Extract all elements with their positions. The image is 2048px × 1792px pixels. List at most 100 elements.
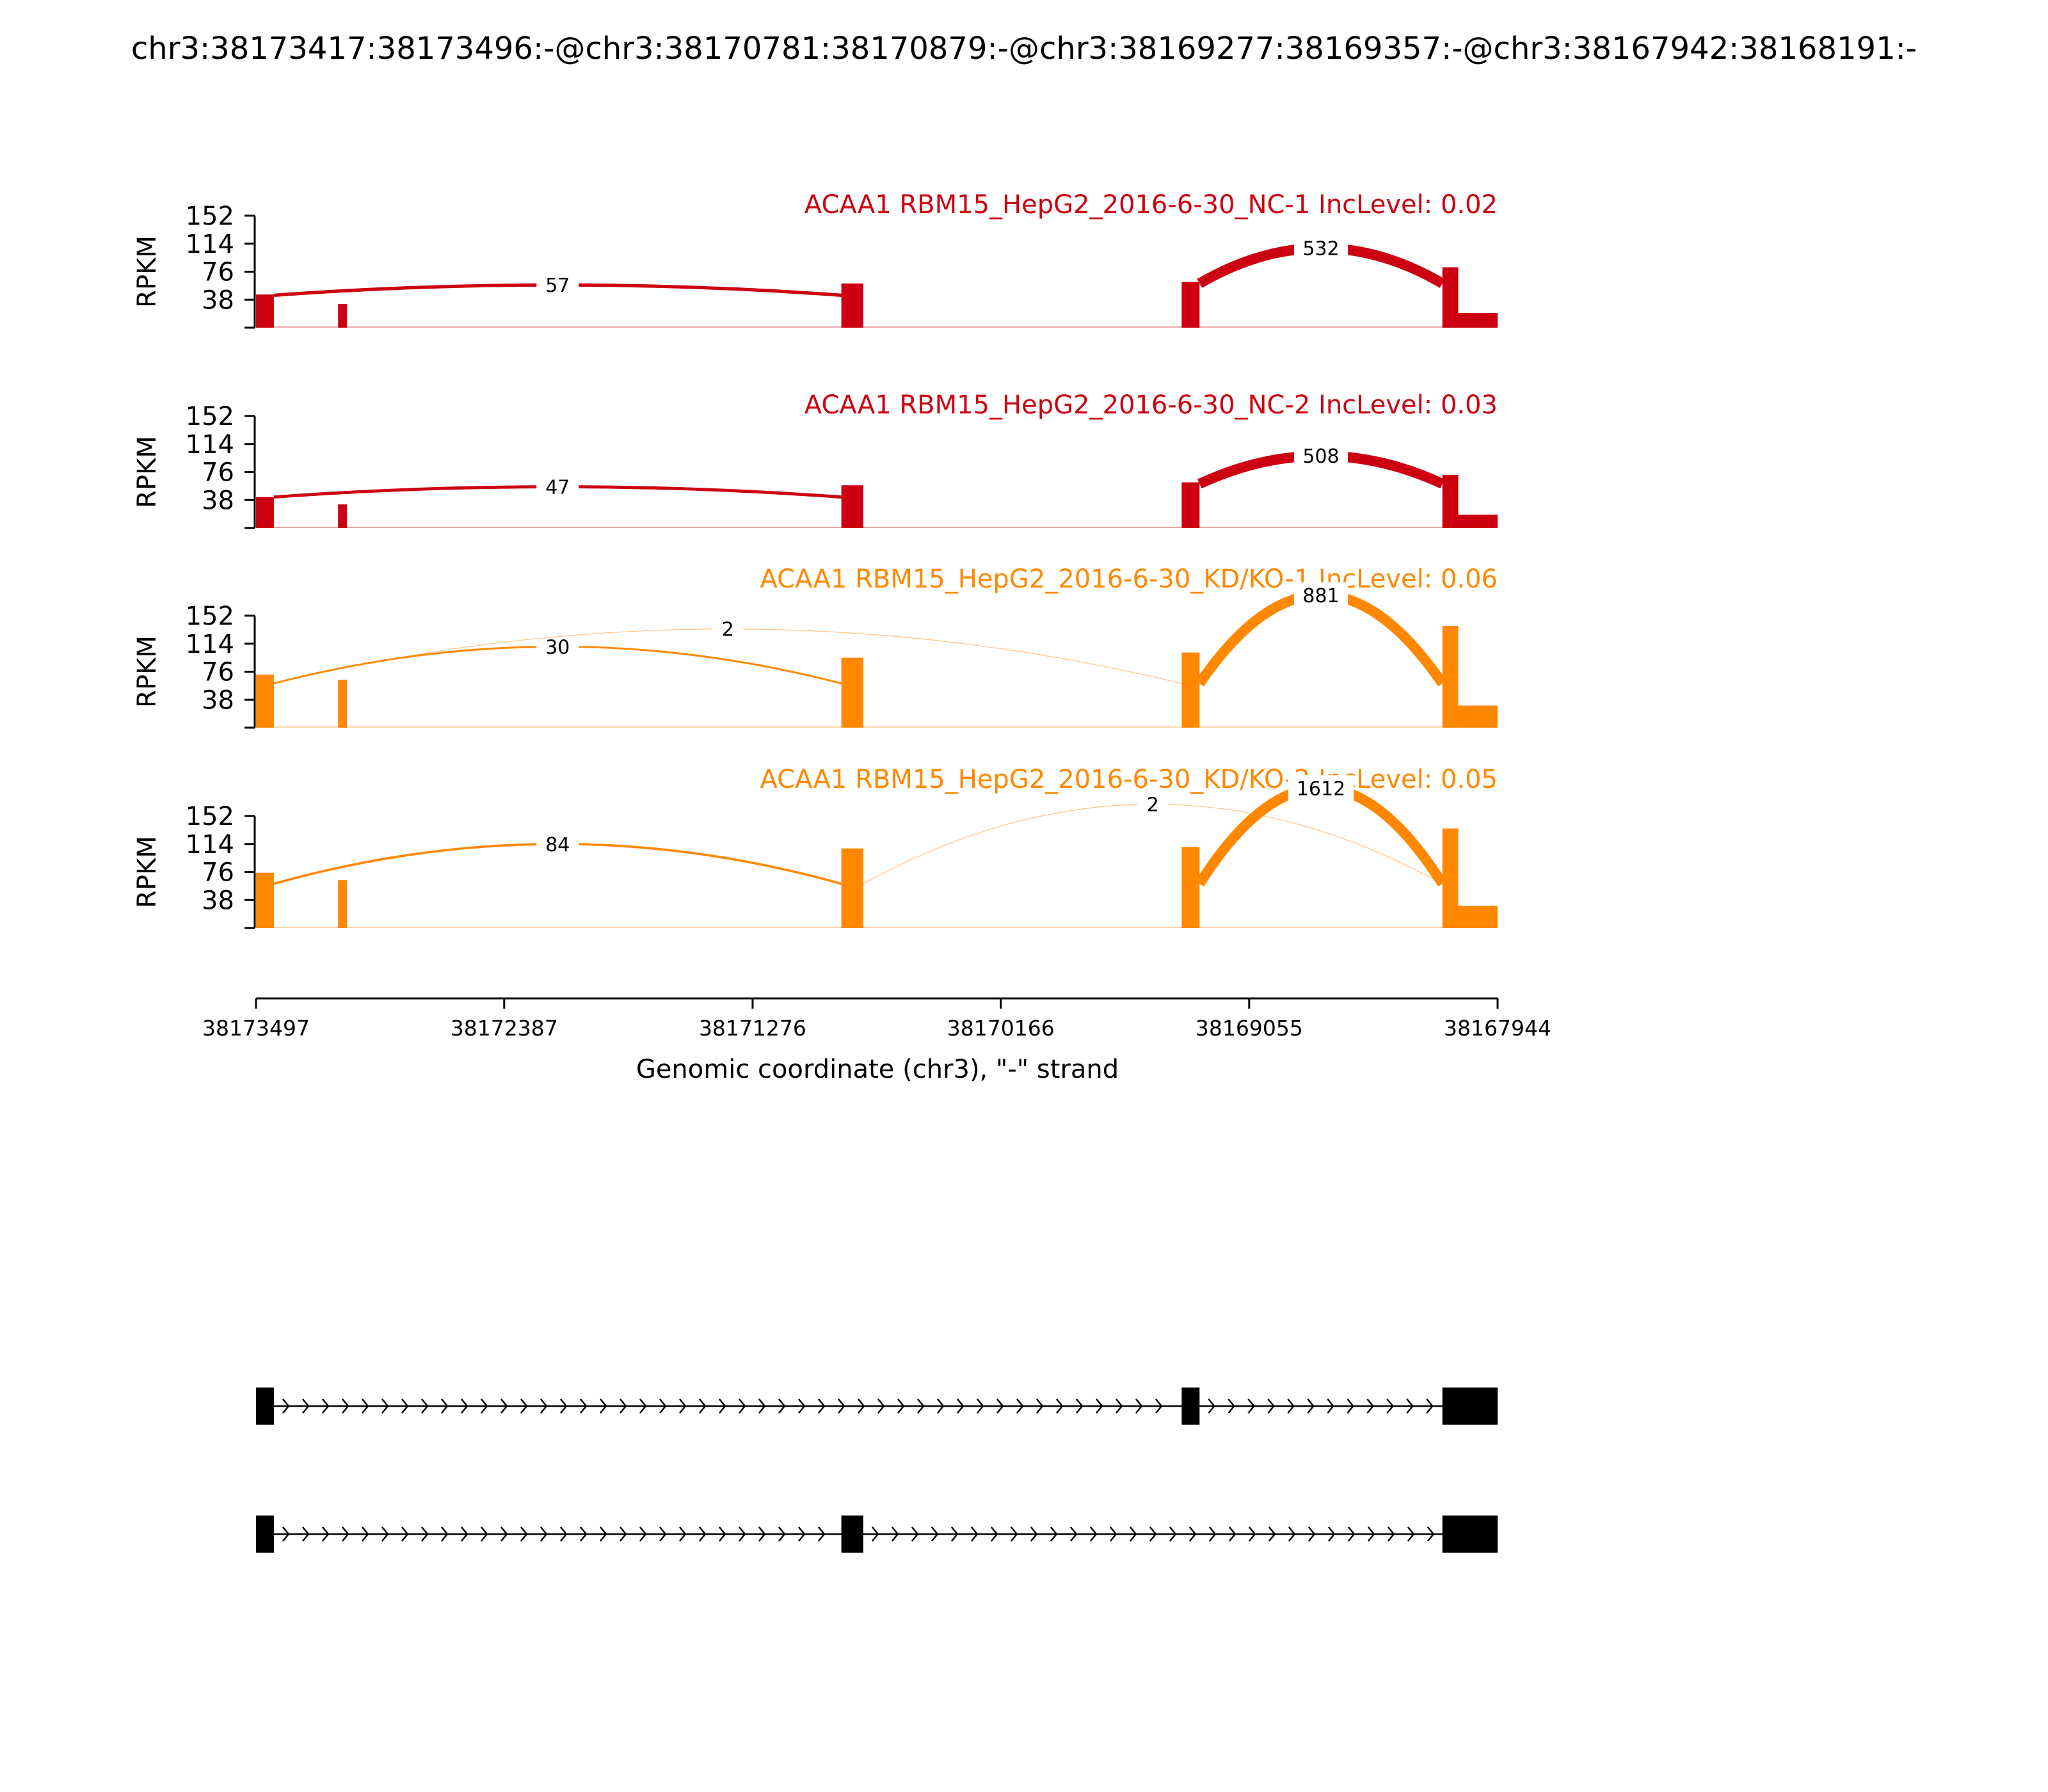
strand-arrow bbox=[1055, 1398, 1064, 1414]
coverage-bar bbox=[841, 485, 863, 528]
track-title: ACAA1 RBM15_HepG2_2016-6-30_NC-2 IncLeve… bbox=[804, 390, 1498, 420]
isoform-1 bbox=[256, 1388, 1498, 1425]
strand-arrow bbox=[1307, 1398, 1315, 1414]
coverage-bar bbox=[256, 872, 274, 928]
junction-arc bbox=[1195, 783, 1447, 887]
strand-arrow bbox=[1287, 1398, 1295, 1414]
strand-arrow bbox=[1248, 1526, 1256, 1542]
strand-arrow bbox=[282, 1398, 290, 1414]
junction-label: 1612 bbox=[1297, 778, 1345, 800]
isoform-models bbox=[256, 1388, 1498, 1553]
strand-arrow bbox=[599, 1398, 607, 1414]
strand-arrow bbox=[579, 1526, 588, 1542]
strand-arrow bbox=[639, 1398, 647, 1414]
y-tick-label: 114 bbox=[186, 830, 234, 860]
y-tick-label: 76 bbox=[202, 458, 234, 488]
junction-label-bg bbox=[1294, 235, 1348, 261]
coverage-bar bbox=[1458, 705, 1498, 728]
junction-label-bg bbox=[536, 831, 579, 857]
strand-arrow bbox=[1267, 1398, 1275, 1414]
exon-block bbox=[1442, 1388, 1498, 1425]
y-axis-label: RPKM bbox=[132, 636, 162, 708]
strand-arrow bbox=[1406, 1398, 1414, 1414]
x-tick-label: 38172387 bbox=[451, 1016, 558, 1041]
strand-arrow bbox=[817, 1526, 826, 1542]
coverage-bar bbox=[841, 283, 863, 328]
exon-block bbox=[256, 1388, 274, 1425]
strand-arrow bbox=[911, 1526, 919, 1542]
coverage-bar bbox=[1442, 626, 1459, 728]
isoform-2 bbox=[256, 1516, 1498, 1553]
strand-arrow bbox=[1347, 1526, 1356, 1542]
y-tick-label: 114 bbox=[186, 230, 234, 259]
track-4: ACAA1 RBM15_HepG2_2016-6-30_KD/KO-2 IncL… bbox=[132, 765, 1498, 929]
strand-arrow bbox=[698, 1398, 707, 1414]
junction-label: 30 bbox=[545, 636, 570, 659]
junction-label: 881 bbox=[1302, 585, 1339, 607]
strand-arrow bbox=[1366, 1398, 1374, 1414]
y-tick-label: 76 bbox=[202, 858, 234, 888]
strand-arrow bbox=[1135, 1398, 1143, 1414]
coverage-bar bbox=[338, 304, 348, 328]
strand-arrow bbox=[817, 1398, 826, 1414]
strand-arrow bbox=[341, 1398, 349, 1414]
coverage-bar bbox=[1458, 515, 1498, 528]
x-tick-label: 38169055 bbox=[1196, 1016, 1303, 1041]
strand-arrow bbox=[282, 1526, 290, 1542]
junction-label: 84 bbox=[545, 834, 570, 856]
strand-arrow bbox=[540, 1398, 548, 1414]
strand-arrow bbox=[1030, 1526, 1038, 1542]
coverage-bar bbox=[338, 504, 348, 528]
strand-arrow bbox=[420, 1398, 429, 1414]
exon-block bbox=[1442, 1516, 1498, 1553]
strand-arrow bbox=[639, 1526, 647, 1542]
strand-arrow bbox=[1327, 1398, 1334, 1414]
strand-arrow bbox=[381, 1526, 389, 1542]
strand-arrow bbox=[916, 1398, 925, 1414]
y-tick-label: 38 bbox=[202, 486, 234, 515]
coverage-bar bbox=[256, 497, 274, 528]
coverage-bar bbox=[1181, 652, 1200, 728]
y-axis-label: RPKM bbox=[132, 836, 162, 908]
strand-arrow bbox=[321, 1398, 330, 1414]
strand-arrow bbox=[1327, 1526, 1336, 1542]
y-tick-label: 76 bbox=[202, 658, 234, 687]
strand-arrow bbox=[738, 1526, 746, 1542]
coverage-bar bbox=[1442, 267, 1459, 328]
strand-arrow bbox=[1426, 1398, 1434, 1414]
x-tick-label: 38167944 bbox=[1444, 1016, 1551, 1041]
strand-arrow bbox=[797, 1526, 806, 1542]
track-title: ACAA1 RBM15_HepG2_2016-6-30_KD/KO-2 IncL… bbox=[760, 765, 1498, 794]
strand-arrow bbox=[559, 1398, 568, 1414]
strand-arrow bbox=[718, 1398, 726, 1414]
coverage-bar bbox=[841, 848, 863, 928]
strand-arrow bbox=[520, 1526, 528, 1542]
coverage-bar bbox=[1458, 312, 1498, 328]
strand-arrow bbox=[1016, 1398, 1024, 1414]
track-3: ACAA1 RBM15_HepG2_2016-6-30_KD/KO-1 IncL… bbox=[132, 564, 1498, 729]
y-tick-label: 114 bbox=[186, 430, 234, 460]
strand-arrow bbox=[1036, 1398, 1044, 1414]
strand-arrow bbox=[996, 1398, 1004, 1414]
strand-arrow bbox=[1169, 1526, 1177, 1542]
strand-arrow bbox=[871, 1526, 879, 1542]
strand-arrow bbox=[500, 1398, 508, 1414]
y-tick-label: 152 bbox=[186, 402, 234, 431]
strand-arrow bbox=[361, 1526, 369, 1542]
strand-arrow bbox=[1387, 1526, 1395, 1542]
strand-arrow bbox=[1208, 1398, 1215, 1414]
strand-arrow bbox=[837, 1398, 845, 1414]
coverage-bar bbox=[1181, 282, 1200, 328]
junction-label: 2 bbox=[1147, 794, 1159, 817]
strand-arrow bbox=[500, 1526, 508, 1542]
strand-arrow bbox=[1010, 1526, 1018, 1542]
x-axis: 38173497 38172387 38171276 38170166 38169055… bbox=[202, 997, 1551, 1041]
track-title: ACAA1 RBM15_HepG2_2016-6-30_NC-1 IncLeve… bbox=[804, 190, 1498, 220]
plot-title: chr3:38173417:38173496:-@chr3:38170781:3… bbox=[131, 31, 1917, 67]
strand-arrow bbox=[1347, 1398, 1354, 1414]
junction-label: 532 bbox=[1302, 238, 1339, 260]
y-tick-label: 76 bbox=[202, 258, 234, 287]
strand-arrow bbox=[460, 1398, 468, 1414]
junction-label-bg bbox=[1294, 582, 1348, 608]
strand-arrow bbox=[420, 1526, 429, 1542]
